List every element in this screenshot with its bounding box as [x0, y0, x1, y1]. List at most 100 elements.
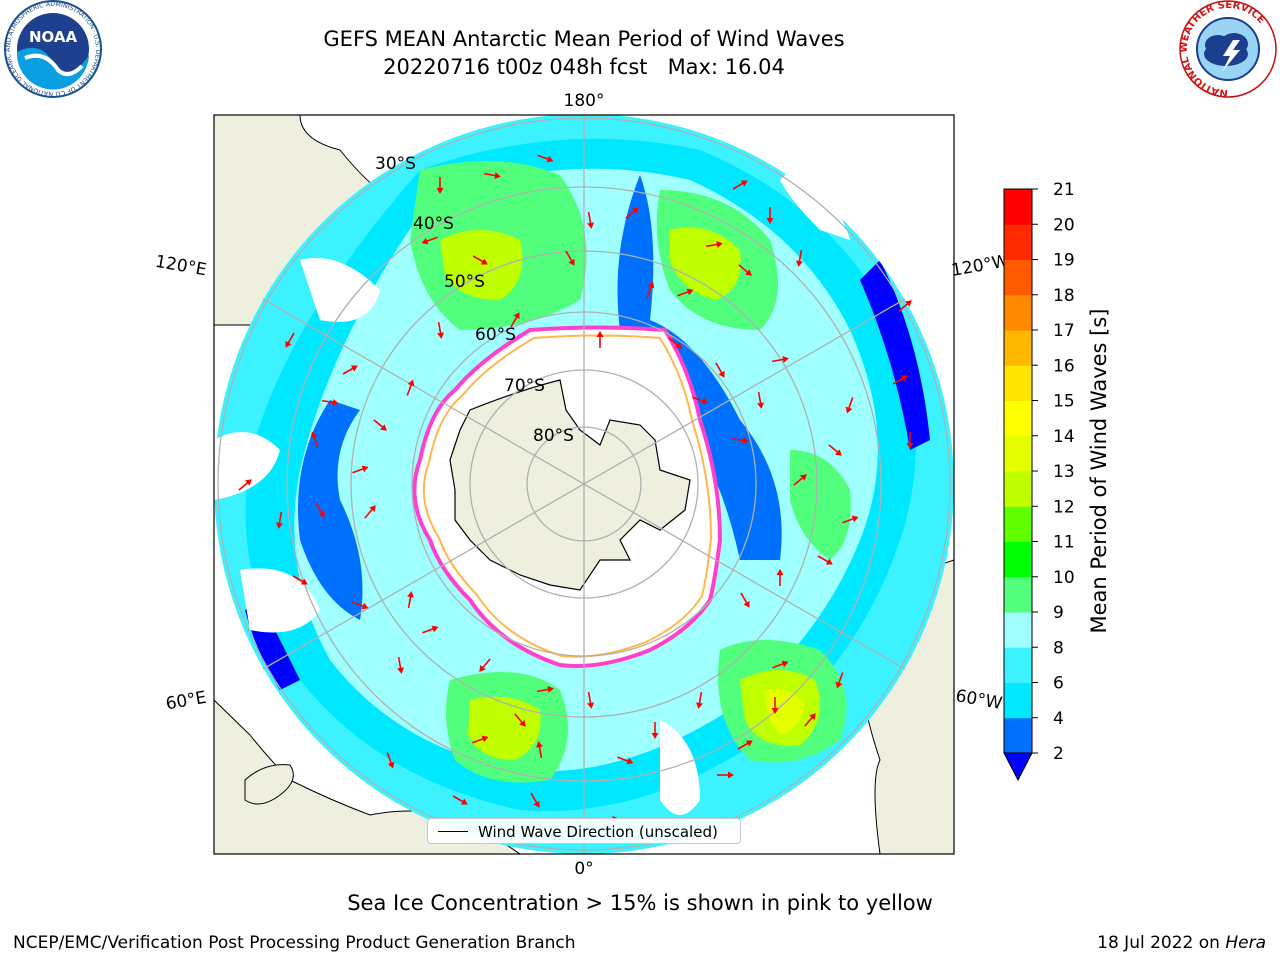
wind-wave-arrow [804, 713, 816, 727]
footer-date-text: 18 Jul 2022 on [1097, 933, 1226, 953]
lat-label-70s: 70°S [504, 376, 545, 396]
lon-label-120w: 120°W [950, 251, 1011, 281]
ice-note: Sea Ice Concentration > 15% is shown in … [347, 891, 933, 915]
wind-wave-arrow [565, 250, 575, 266]
lon-label-120e: 120°E [154, 252, 208, 281]
wind-wave-arrow [407, 591, 414, 609]
wind-wave-arrow [828, 444, 842, 456]
wind-wave-arrow [587, 691, 594, 709]
wind-wave-arrow [696, 691, 703, 709]
wind-wave-arrow [776, 569, 784, 586]
map-frame [213, 114, 955, 855]
lon-label-60w: 60°W [954, 686, 1004, 714]
wind-wave-arrow [292, 575, 308, 585]
footer-credit: NCEP/EMC/Verification Post Processing Pr… [13, 933, 576, 953]
wind-wave-arrow [817, 555, 833, 565]
wind-wave-arrow [276, 511, 283, 529]
wind-wave-arrow [452, 795, 468, 805]
wind-wave-arrow [842, 515, 859, 524]
wind-wave-arrow [238, 479, 252, 491]
footer-date: 18 Jul 2022 on Hera [1097, 933, 1266, 953]
wind-wave-arrow [514, 713, 526, 727]
wind-wave-arrow [668, 337, 682, 349]
lat-label-80s: 80°S [533, 426, 574, 446]
wind-wave-arrow [421, 236, 438, 245]
madagascar-land [244, 764, 294, 805]
wind-wave-arrow [898, 300, 912, 312]
wind-wave-arrow [651, 722, 659, 739]
wind-wave-arrow [596, 331, 604, 348]
wind-wave-arrow [364, 505, 376, 519]
map-legend: Wind Wave Direction (unscaled) [427, 818, 741, 844]
wind-wave-arrow [740, 592, 750, 608]
wind-wave-arrow [472, 255, 488, 265]
wind-wave-arrow [386, 752, 395, 769]
wind-wave-arrow [692, 396, 709, 405]
lat-label-50s: 50°S [444, 272, 485, 292]
wind-wave-arrow [646, 281, 655, 298]
wind-wave-arrow [717, 771, 734, 779]
wind-wave-arrow [342, 365, 358, 375]
wind-wave-arrow [436, 177, 444, 194]
wind-wave-arrow [715, 362, 725, 378]
wind-wave-arrows [238, 154, 914, 823]
wind-wave-arrow [472, 735, 489, 744]
wind-wave-arrow [625, 207, 639, 219]
wind-wave-arrow [315, 502, 325, 518]
wind-wave-arrow [906, 432, 914, 449]
graticule [217, 115, 951, 854]
wind-wave-arrow [352, 465, 369, 474]
lon-label-180: 180° [564, 91, 605, 111]
legend-label: Wind Wave Direction (unscaled) [478, 823, 718, 841]
wind-wave-arrow [397, 656, 404, 674]
wind-wave-arrow [835, 672, 844, 689]
lat-label-40s: 40°S [413, 214, 454, 234]
legend-line-sample [438, 831, 468, 832]
lon-label-60e: 60°E [164, 688, 208, 715]
wind-wave-arrow [772, 660, 789, 669]
wind-wave-arrow [617, 756, 634, 765]
wind-wave-arrow [793, 474, 807, 486]
wind-wave-arrow [437, 321, 444, 339]
wind-wave-arrow [771, 697, 779, 714]
wind-wave-arrow [483, 172, 501, 179]
wind-wave-arrow [796, 249, 803, 267]
lat-label-60s: 60°S [475, 325, 516, 345]
wind-wave-arrow [536, 686, 554, 693]
wind-wave-arrow [705, 241, 723, 248]
map-title: GEFS MEAN Antarctic Mean Period of Wind … [323, 27, 845, 51]
wind-wave-arrow [677, 288, 694, 297]
map-subtitle: 20220716 t00z 048h fcst Max: 16.04 [383, 55, 785, 79]
wind-wave-arrow [731, 437, 749, 444]
wind-wave-arrow [373, 419, 387, 431]
lat-label-30s: 30°S [375, 154, 416, 174]
wind-wave-arrow [587, 211, 594, 229]
nws-logo: NATIONAL WEATHER SERVICE [1179, 0, 1277, 98]
footer-host: Hera [1225, 933, 1266, 953]
wind-wave-arrow [766, 207, 774, 224]
wind-wave-arrow [321, 399, 339, 406]
wind-wave-arrow [757, 391, 764, 409]
sea-ice-edge-inner [422, 334, 713, 658]
wind-wave-arrow [845, 397, 854, 414]
wind-wave-arrow [536, 741, 543, 759]
lon-label-0: 0° [574, 859, 593, 879]
wind-wave-arrow [892, 375, 908, 385]
wind-wave-arrow [310, 431, 319, 448]
wind-wave-arrow [537, 154, 554, 163]
wind-wave-arrow [771, 356, 789, 363]
wind-wave-arrow [406, 379, 415, 396]
noaa-logo-text: NOAA [29, 28, 78, 46]
antarctica-land [449, 379, 691, 591]
wind-wave-arrow [510, 312, 520, 328]
wind-wave-arrow [479, 658, 491, 672]
wind-wave-arrow [738, 264, 752, 276]
wind-wave-arrow [422, 625, 439, 634]
noaa-logo: NOAA NATIONAL OCEANIC AND ATMOSPHERIC AD… [0, 0, 102, 98]
wind-wave-arrow [352, 601, 369, 610]
wind-wave-arrow [737, 740, 753, 750]
wind-wave-arrow [732, 180, 748, 190]
wind-wave-arrow [530, 792, 540, 808]
wind-wave-arrow [285, 332, 295, 348]
